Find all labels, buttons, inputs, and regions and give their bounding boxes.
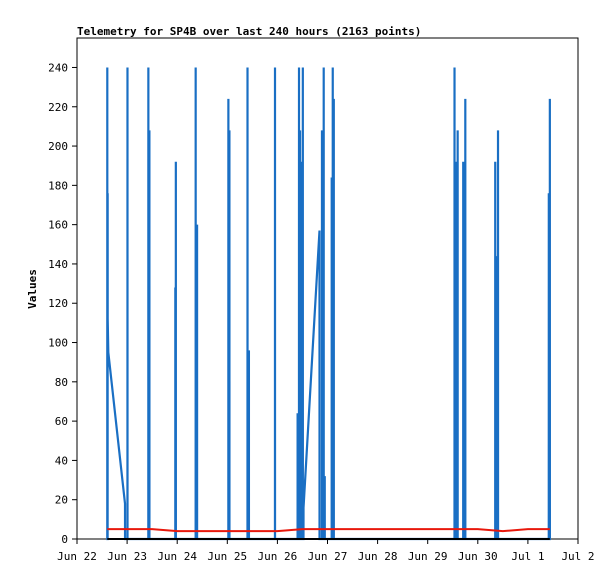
x-tick-label: Jul 1 — [511, 550, 544, 563]
y-tick-label: 220 — [48, 101, 68, 114]
y-tick-label: 0 — [61, 533, 68, 546]
x-tick-label: Jul 2 — [561, 550, 594, 563]
x-tick-label: Jun 25 — [207, 550, 247, 563]
x-axis: Jun 22 Jun 23 Jun 24 Jun 25 Jun 26 Jun 27 Jun … — [57, 539, 595, 563]
y-tick-label: 180 — [48, 179, 68, 192]
x-tick-label: Jun 28 — [358, 550, 398, 563]
y-tick-label: 240 — [48, 61, 68, 74]
x-tick-label: Jun 27 — [308, 550, 348, 563]
y-tick-label: 60 — [55, 415, 68, 428]
x-tick-label: Jun 26 — [258, 550, 298, 563]
y-tick-label: 80 — [55, 376, 68, 389]
x-tick-label: Jun 22 — [57, 550, 97, 563]
y-tick-label: 100 — [48, 337, 68, 350]
y-axis: 0 20 40 60 80 100 120 140 160 180 200 220 240 — [48, 61, 77, 546]
x-tick-label: Jun 23 — [107, 550, 147, 563]
y-tick-label: 160 — [48, 219, 68, 232]
y-tick-label: 200 — [48, 140, 68, 153]
y-tick-label: 140 — [48, 258, 68, 271]
x-tick-label: Jun 30 — [458, 550, 498, 563]
series-line-1 — [107, 528, 550, 533]
y-tick-label: 20 — [55, 494, 68, 507]
x-tick-label: Jun 29 — [408, 550, 448, 563]
y-tick-label: 40 — [55, 454, 68, 467]
y-axis-label: Values — [26, 269, 39, 309]
y-tick-label: 120 — [48, 297, 68, 310]
x-tick-label: Jun 24 — [157, 550, 197, 563]
chart-title: Telemetry for SP4B over last 240 hours (… — [77, 25, 421, 38]
series-layer — [106, 67, 551, 541]
plot-area — [76, 37, 579, 540]
